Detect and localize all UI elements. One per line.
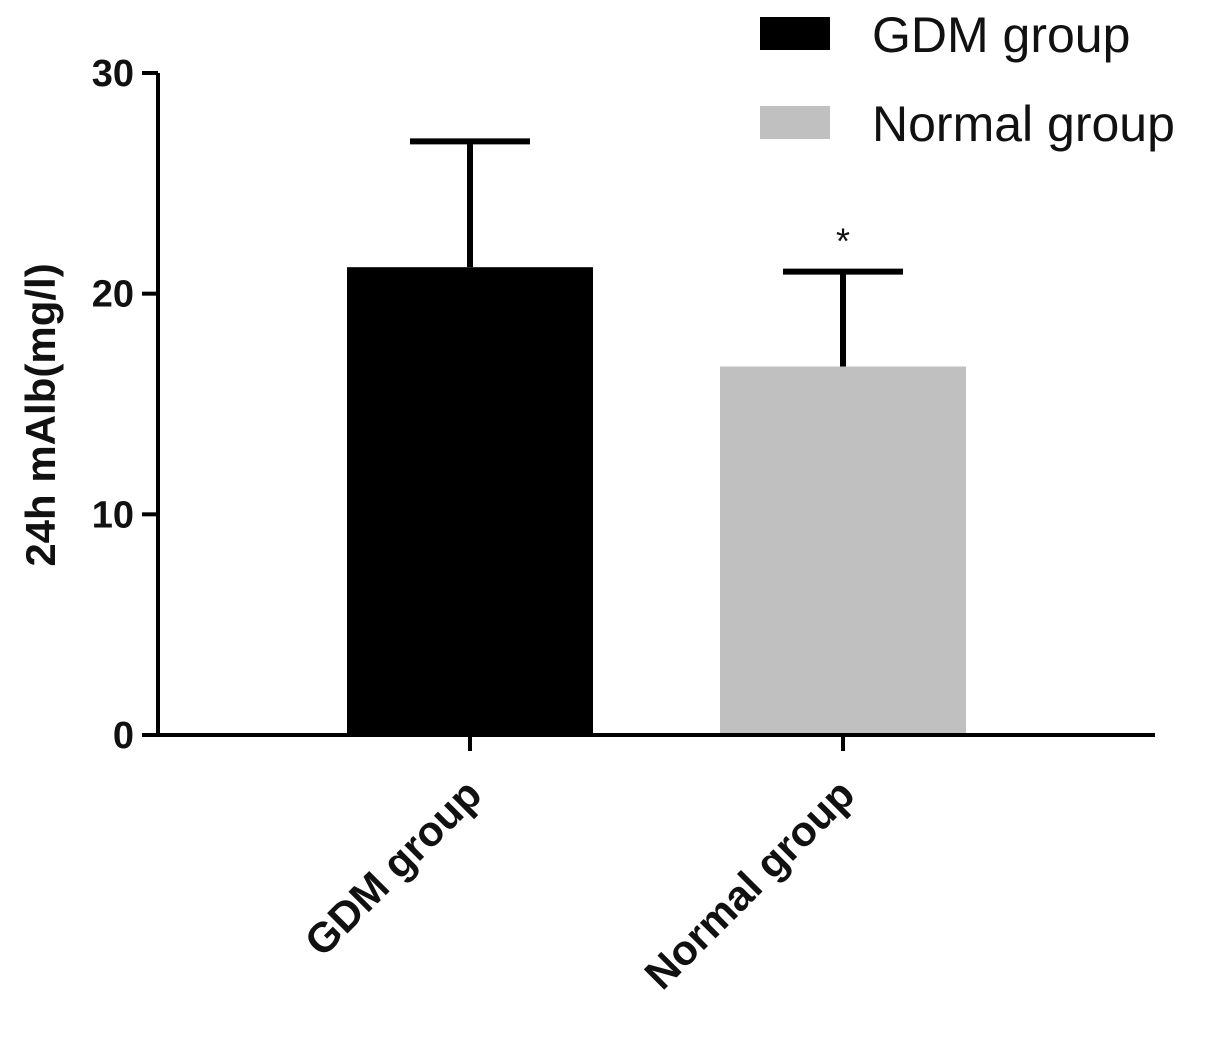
y-tick-label-3: 30 (92, 53, 134, 95)
legend-swatch-gdm (760, 17, 830, 50)
legend-swatch-normal (760, 106, 830, 139)
y-tick-label-1: 10 (92, 494, 134, 536)
legend-label-normal: Normal group (872, 96, 1175, 152)
y-tick-label-2: 20 (92, 274, 134, 316)
legend: GDM group Normal group (760, 7, 1175, 152)
y-tick-label-0: 0 (113, 715, 134, 757)
x-tick-label-1: Normal group (635, 770, 863, 998)
legend-label-gdm: GDM group (872, 7, 1130, 63)
plot-area: * 0 10 20 30 GDM group Normal group (92, 53, 1155, 998)
bar-0 (347, 267, 593, 735)
bar-1 (720, 366, 966, 735)
y-axis-label: 24h mAlb(mg/l) (17, 263, 64, 566)
x-tick-label-0: GDM group (295, 770, 490, 965)
significance-marker-1: * (836, 221, 850, 262)
